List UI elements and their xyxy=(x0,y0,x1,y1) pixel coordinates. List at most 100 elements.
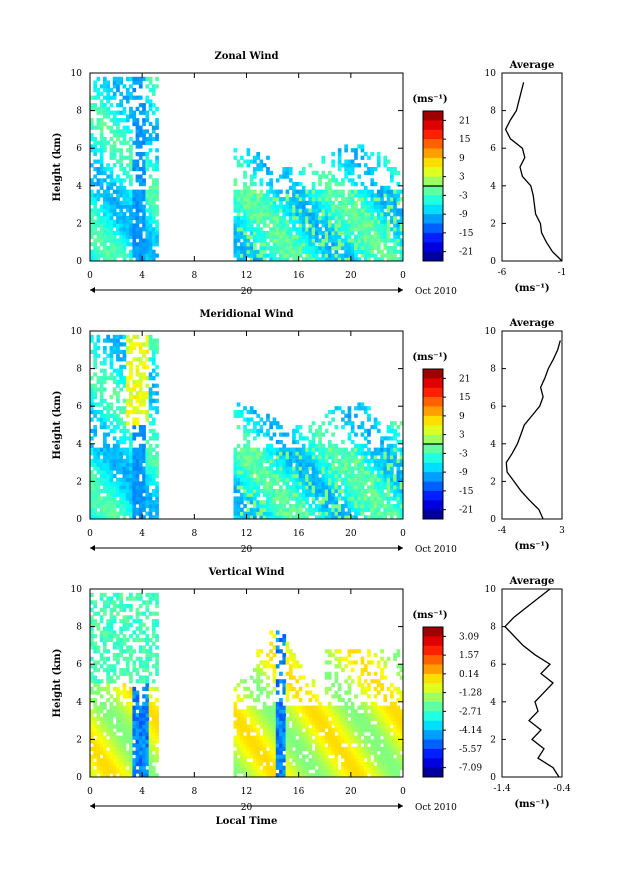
heatmap-cell xyxy=(113,451,117,455)
heatmap-cell xyxy=(292,485,296,489)
heatmap-cell xyxy=(100,141,104,145)
heatmap-cell xyxy=(393,436,397,440)
heatmap-cell xyxy=(132,466,136,470)
heatmap-cell xyxy=(335,238,339,242)
heatmap-cell xyxy=(132,736,136,740)
heatmap-cell xyxy=(383,186,387,190)
heatmap-cell xyxy=(149,657,153,661)
heatmap-cell xyxy=(279,770,283,774)
heatmap-cell xyxy=(152,713,156,717)
heatmap-cell xyxy=(149,593,153,597)
heatmap-cell xyxy=(103,747,107,751)
heatmap-cell xyxy=(348,238,352,242)
heatmap-cell xyxy=(273,242,277,246)
heatmap-cell xyxy=(119,478,123,482)
heatmap-cell xyxy=(377,197,381,201)
heatmap-cell xyxy=(123,687,127,691)
heatmap-cell xyxy=(152,702,156,706)
heatmap-cell xyxy=(119,766,123,770)
heatmap-cell xyxy=(308,463,312,467)
heatmap-cell xyxy=(97,463,101,467)
heatmap-cell xyxy=(292,676,296,680)
heatmap-cell xyxy=(299,208,303,212)
heatmap-cell xyxy=(93,357,97,361)
x-tick-label: 0 xyxy=(400,271,406,281)
heatmap-cell xyxy=(139,664,143,668)
heatmap-cell xyxy=(123,766,127,770)
heatmap-cell xyxy=(136,208,140,212)
heatmap-cell xyxy=(119,504,123,508)
heatmap-cell xyxy=(106,508,110,512)
heatmap-cell xyxy=(97,455,101,459)
heatmap-cell xyxy=(149,391,153,395)
heatmap-cell xyxy=(100,148,104,152)
heatmap-cell xyxy=(341,489,345,493)
heatmap-cell xyxy=(318,242,322,246)
heatmap-cell xyxy=(253,706,257,710)
heatmap-cell xyxy=(397,223,401,227)
heatmap-cell xyxy=(266,448,270,452)
heatmap-cell xyxy=(103,440,107,444)
heatmap-cell xyxy=(145,657,149,661)
heatmap-cell xyxy=(145,724,149,728)
heatmap-cell xyxy=(116,418,120,422)
heatmap-cell xyxy=(149,448,153,452)
heatmap-cell xyxy=(97,148,101,152)
heatmap-cell xyxy=(113,425,117,429)
heatmap-cell xyxy=(302,197,306,201)
heatmap-cell xyxy=(132,384,136,388)
heatmap-cell xyxy=(100,254,104,258)
heatmap-cell xyxy=(357,144,361,148)
heatmap-cell xyxy=(364,429,368,433)
heatmap-cell xyxy=(341,451,345,455)
heatmap-cell xyxy=(119,717,123,721)
heatmap-cell xyxy=(155,205,159,209)
heatmap-cell xyxy=(142,600,146,604)
heatmap-cell xyxy=(123,205,127,209)
heatmap-cell xyxy=(370,220,374,224)
heatmap-cell xyxy=(250,197,254,201)
heatmap-cell xyxy=(315,444,319,448)
heatmap-cell xyxy=(263,254,267,258)
heatmap-cell xyxy=(100,459,104,463)
heatmap-cell xyxy=(142,485,146,489)
heatmap-cell xyxy=(139,126,143,130)
heatmap-cell xyxy=(155,709,159,713)
heatmap-cell xyxy=(237,208,241,212)
heatmap-cell xyxy=(361,455,365,459)
heatmap-cell xyxy=(354,485,358,489)
heatmap-cell xyxy=(266,732,270,736)
heatmap-cell xyxy=(250,739,254,743)
heatmap-cell xyxy=(260,459,264,463)
heatmap-cell xyxy=(129,231,133,235)
heatmap-cell xyxy=(129,156,133,160)
heatmap-cell xyxy=(116,593,120,597)
heatmap-cell xyxy=(289,762,293,766)
heatmap-cell xyxy=(289,709,293,713)
heatmap-cell xyxy=(152,508,156,512)
heatmap-cell xyxy=(361,242,365,246)
heatmap-cell xyxy=(299,762,303,766)
heatmap-cell xyxy=(126,664,130,668)
heatmap-cell xyxy=(136,619,140,623)
heatmap-cell xyxy=(129,500,133,504)
heatmap-cell xyxy=(106,481,110,485)
heatmap-cell xyxy=(139,496,143,500)
heatmap-cell xyxy=(361,478,365,482)
heatmap-cell xyxy=(266,197,270,201)
heatmap-cell xyxy=(132,721,136,725)
heatmap-cell xyxy=(142,111,146,115)
heatmap-cell xyxy=(364,489,368,493)
heatmap-cell xyxy=(152,126,156,130)
heatmap-cell xyxy=(348,246,352,250)
heatmap-cell xyxy=(116,372,120,376)
heatmap-cell xyxy=(145,335,149,339)
heatmap-cell xyxy=(155,747,159,751)
heatmap-cell xyxy=(155,193,159,197)
heatmap-cell xyxy=(335,512,339,516)
heatmap-cell xyxy=(253,758,257,762)
heatmap-cell xyxy=(155,638,159,642)
heatmap-cell xyxy=(116,747,120,751)
heatmap-cell xyxy=(344,504,348,508)
heatmap-cell xyxy=(126,668,130,672)
